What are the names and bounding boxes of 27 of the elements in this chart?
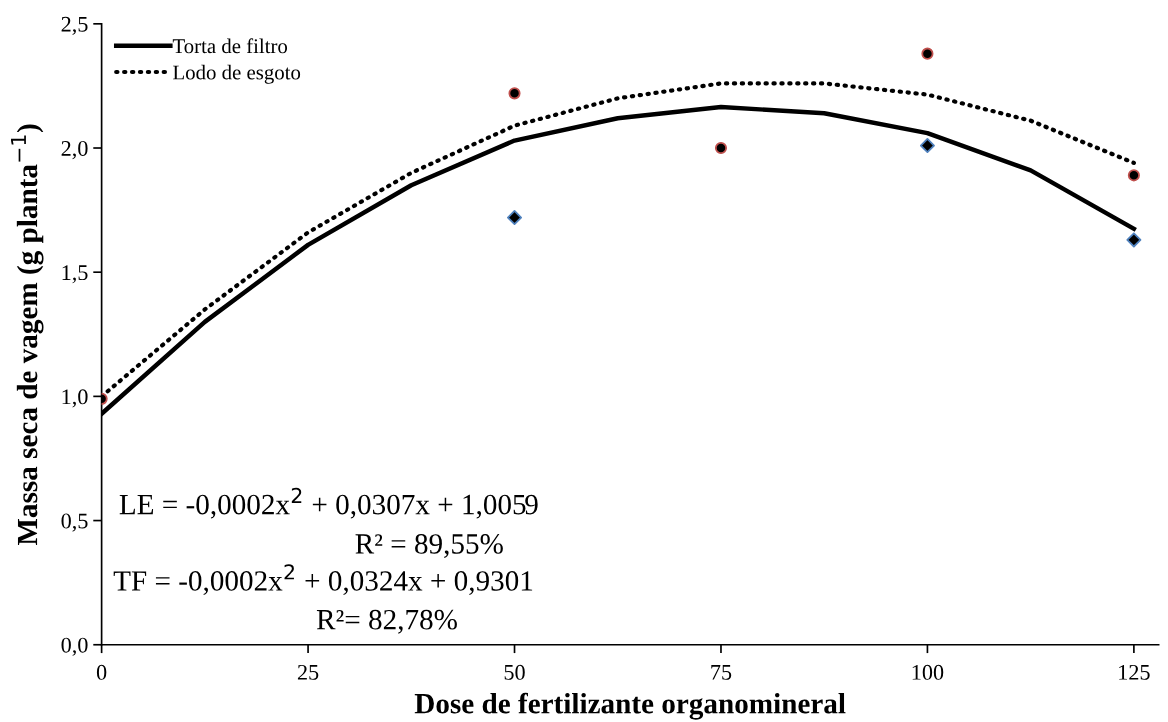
x-tick-label: 25 xyxy=(297,664,319,680)
x-tick-label: 100 xyxy=(912,664,944,680)
annotation: R² = 89,55% xyxy=(355,534,503,558)
point xyxy=(921,47,934,60)
y-axis-title: Massa seca de vagem (g planta$^{−1}$) xyxy=(11,124,44,546)
y-tick-label: 2,5 xyxy=(61,16,88,35)
x-tick-label: 125 xyxy=(1119,664,1150,680)
legend-label: Lodo de esgoto xyxy=(173,64,301,84)
x-axis-title: Dose de fertilizante organomineral xyxy=(414,692,846,720)
point xyxy=(919,138,935,154)
point xyxy=(507,210,523,226)
y-tick-label: 1,5 xyxy=(62,265,88,284)
legend-label: Torta de filtro xyxy=(172,38,288,54)
annotation: LE = -0,0002x$^{2}$ + 0,0307x + 1,0059 xyxy=(119,487,538,519)
x-tick-label: 0 xyxy=(96,664,107,680)
point xyxy=(1126,232,1142,248)
y-tick-label: 2,0 xyxy=(61,140,88,160)
point xyxy=(508,87,521,100)
annotation: TF = -0,0002x$^{2}$ + 0,0324x + 0,9301 xyxy=(113,564,533,595)
y-tick-label: 0,5 xyxy=(61,513,88,532)
x-tick-label: 50 xyxy=(504,664,525,680)
y-tick-label: 1,0 xyxy=(62,389,88,408)
point xyxy=(714,141,728,155)
x-tick-label: 75 xyxy=(711,665,732,680)
annotation: R²= 82,78% xyxy=(316,609,457,634)
point xyxy=(1127,169,1140,182)
y-tick-label: 0,0 xyxy=(61,637,88,656)
